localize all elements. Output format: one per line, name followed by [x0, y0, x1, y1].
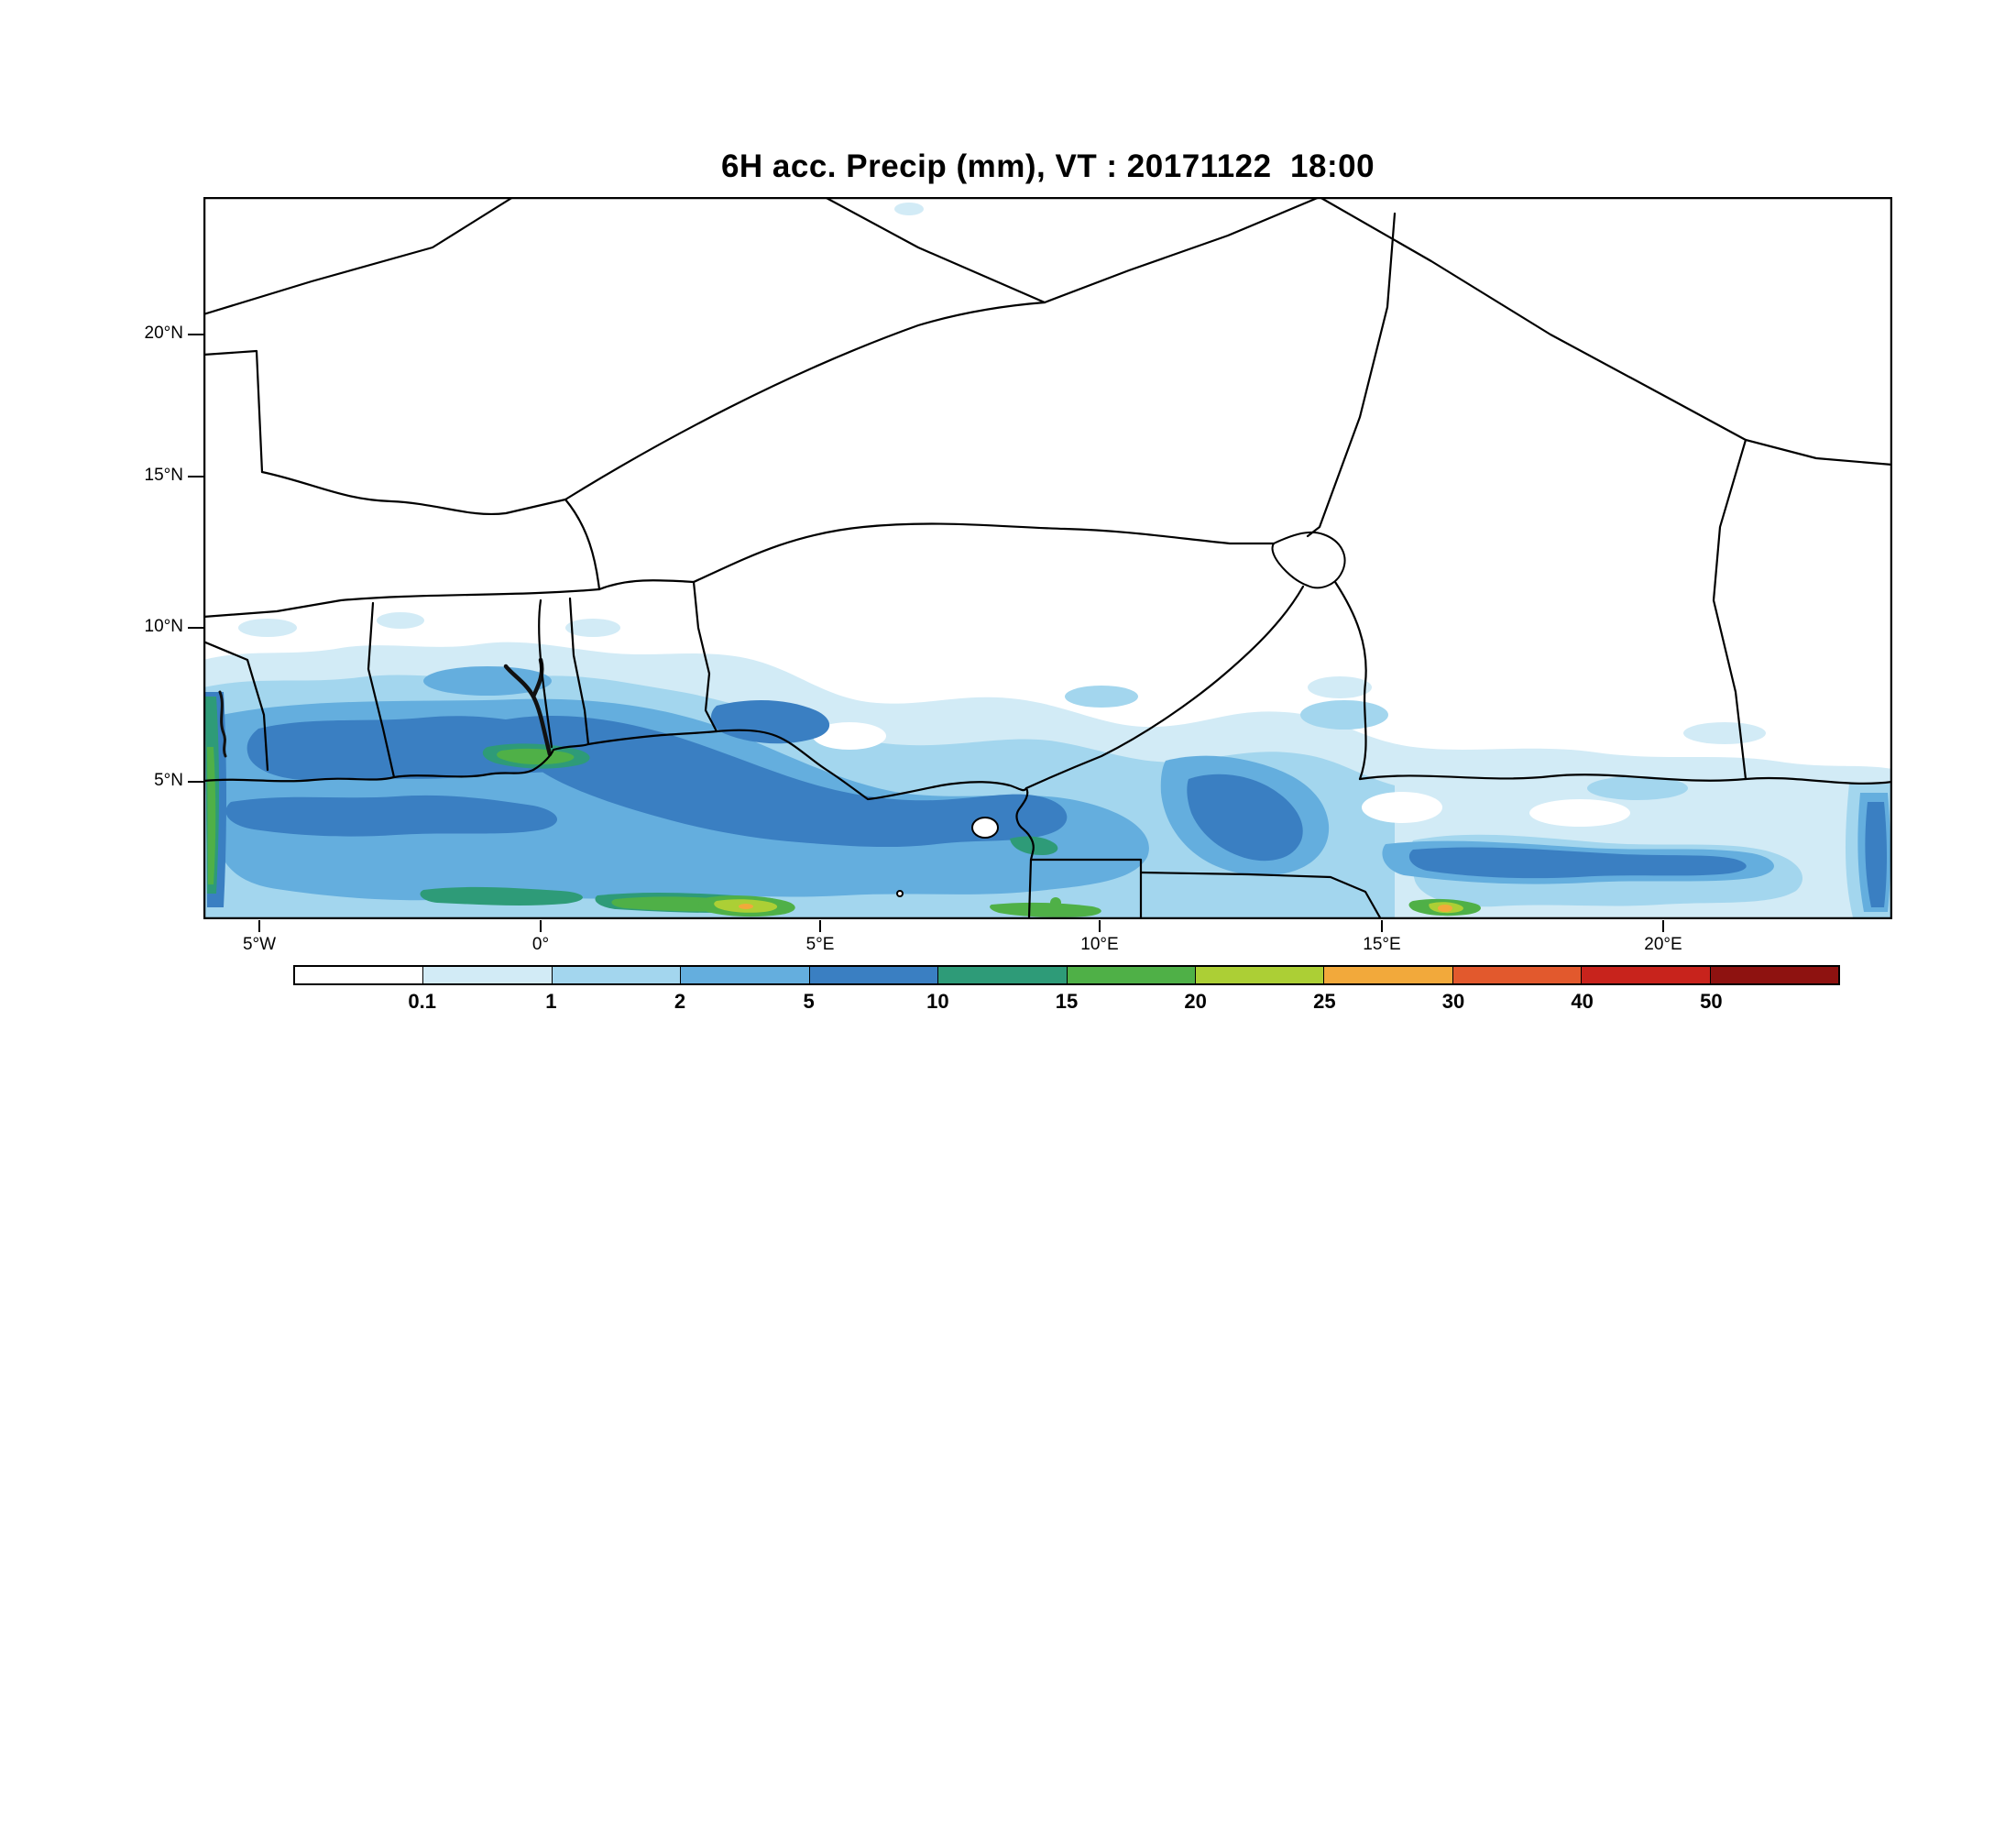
border-algeria-niger [823, 197, 1321, 304]
lon-tick-label: 10°E [1080, 935, 1119, 954]
precip-map [203, 197, 1892, 919]
lat-tick-label: 10°N [144, 617, 183, 636]
border-mali-niger [564, 301, 1046, 501]
lat-tick-mark [188, 334, 203, 335]
coastline-gulf-of-guinea [203, 729, 1035, 919]
colorbar-segment-5 [937, 967, 1067, 983]
lon-tick-mark [1381, 920, 1383, 932]
lon-tick-label: 0° [531, 935, 550, 954]
lon-tick-label: 5°E [805, 935, 835, 954]
colorbar-segment-6 [1066, 967, 1195, 983]
lon-tick-mark [819, 920, 821, 932]
lat-tick-mark [188, 781, 203, 783]
colorbar-segments [295, 967, 1839, 983]
border-chad-east-edge [1744, 438, 1892, 466]
colorbar-tick-label: 1 [545, 990, 557, 1013]
lon-tick-mark [1099, 920, 1101, 932]
map-frame [203, 197, 1892, 919]
border-chad-sudan [1712, 438, 1748, 781]
lat-tick-label: 20°N [144, 324, 183, 343]
coastal-lagoon [218, 690, 227, 758]
lon-tick-mark [1662, 920, 1664, 932]
colorbar-segment-8 [1323, 967, 1452, 983]
lon-tick-mark [540, 920, 542, 932]
precip-gap [813, 700, 1630, 827]
bioko-island [971, 817, 999, 839]
lon-tick-mark [258, 920, 260, 932]
border-mali-algeria [203, 197, 515, 316]
lon-tick-label: 15°E [1363, 935, 1401, 954]
lat-tick-mark [188, 476, 203, 477]
lon-tick-label: 20°E [1644, 935, 1682, 954]
border-cotedivoire-west [203, 640, 269, 772]
lon-tick-label: 5°W [242, 935, 277, 954]
border-nigeria-cameroon [1024, 585, 1305, 790]
figure-title: 6H acc. Precip (mm), VT : 20171122 18:00 [720, 148, 1375, 184]
border-niger-nigeria [692, 522, 1276, 584]
border-burkina-south [203, 587, 601, 619]
border-equatorial-guinea [1029, 858, 1143, 919]
lat-tick-mark [188, 627, 203, 629]
colorbar-segment-7 [1194, 967, 1324, 983]
border-ghana-togo [538, 598, 553, 749]
colorbar [293, 965, 1840, 985]
border-benin-nigeria [692, 580, 718, 733]
colorbar-segment-11 [1709, 967, 1839, 983]
border-car-north [1358, 774, 1892, 785]
border-cotedivoire-ghana [367, 601, 396, 779]
colorbar-segment-3 [680, 967, 809, 983]
colorbar-tick-label: 5 [803, 990, 815, 1013]
border-burkina-east [564, 498, 601, 591]
colorbar-tick-label: 15 [1055, 990, 1079, 1013]
lat-tick-label: 15°N [144, 466, 183, 485]
colorbar-segment-4 [808, 967, 938, 983]
colorbar-tick-label: 0.1 [408, 990, 436, 1013]
border-niger-benin [597, 579, 696, 591]
colorbar-tick-label: 25 [1313, 990, 1336, 1013]
border-niger-chad [1306, 212, 1397, 538]
border-cameroon-gabon [1139, 871, 1383, 919]
border-mali-burkina [260, 470, 567, 516]
colorbar-segment-9 [1452, 967, 1582, 983]
colorbar-tick-label: 2 [674, 990, 686, 1013]
colorbar-tick-label: 50 [1700, 990, 1723, 1013]
colorbar-segment-0 [295, 967, 423, 983]
border-togo-benin [568, 597, 590, 746]
colorbar-tick-label: 30 [1441, 990, 1465, 1013]
lat-tick-label: 5°N [154, 771, 183, 790]
colorbar-tick-label: 20 [1184, 990, 1207, 1013]
colorbar-segment-1 [422, 967, 552, 983]
colorbar-segment-2 [551, 967, 681, 983]
border-libya-chad [1318, 197, 1748, 442]
precip-level-25-contour [739, 904, 1452, 912]
lake-chad [1271, 531, 1346, 589]
colorbar-segment-10 [1581, 967, 1710, 983]
colorbar-labels: 0.1 1 2 5 10 15 20 25 30 40 50 [293, 990, 1840, 1019]
colorbar-tick-label: 10 [926, 990, 949, 1013]
colorbar-tick-label: 40 [1571, 990, 1594, 1013]
sao-tome-island [896, 890, 904, 897]
country-borders [203, 197, 1892, 919]
border-cameroon-chad [1333, 580, 1367, 781]
border-mauritania-mali [203, 349, 264, 474]
